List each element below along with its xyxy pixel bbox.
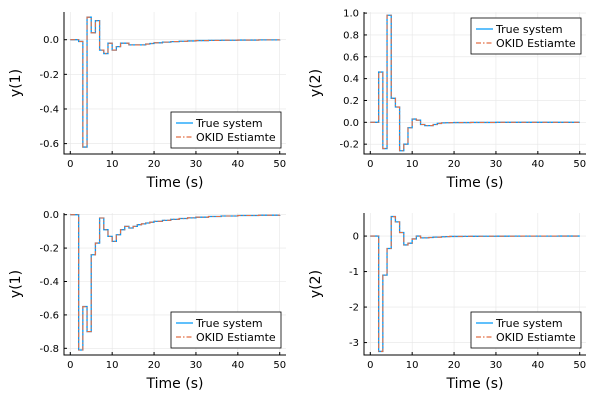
x-tick-label: 40 (231, 159, 244, 170)
y-axis-label: y(1) (8, 270, 24, 298)
series-line-okid-estimate (70, 214, 281, 351)
x-tick-label: 0 (67, 360, 73, 371)
x-tick-label: 0 (367, 159, 373, 170)
y-tick-label: -1 (349, 267, 359, 278)
y-tick-label: -0.4 (39, 104, 59, 115)
x-tick-label: 40 (531, 159, 544, 170)
legend-box (470, 311, 582, 349)
x-axis-label: Time (s) (446, 376, 504, 392)
x-tick-label: 0 (67, 159, 73, 170)
axis-spines (363, 213, 586, 356)
x-tick-label: 20 (148, 360, 161, 371)
legend-label: OKID Estiamte (496, 331, 576, 344)
x-tick-label: 20 (448, 159, 461, 170)
series-line-okid-estimate (370, 14, 580, 152)
x-tick-label: 10 (106, 360, 119, 371)
y-tick-label: 0.0 (343, 118, 359, 129)
y-tick-label: -2 (349, 303, 359, 314)
legend-label: True system (195, 117, 263, 130)
series-line-okid-estimate (70, 16, 281, 148)
subplot-top-left: 0 10 20 30 40 50 -0.6 -0.4 -0.2 0.0 Time (s) y(1) Tr… (8, 12, 286, 191)
y-tick-label: 0.6 (343, 52, 359, 63)
x-tick-label: 10 (406, 159, 419, 170)
legend-label: OKID Estiamte (496, 37, 576, 50)
x-tick-label: 30 (490, 360, 503, 371)
x-tick-label: 40 (531, 360, 544, 371)
subplot-bottom-left: 0 10 20 30 40 50 -0.8 -0.6 -0.4 -0.2 0.0 Time (s) y(… (8, 210, 286, 392)
y-tick-label: -0.4 (39, 277, 59, 288)
y-tick-label: 0.2 (343, 96, 359, 107)
legend-label: True system (495, 23, 563, 36)
legend-box (470, 17, 582, 55)
x-tick-label: 50 (573, 360, 586, 371)
y-tick-label: -3 (349, 338, 359, 349)
y-tick-label: 0.8 (343, 30, 359, 41)
x-tick-label: 30 (490, 159, 503, 170)
y-tick-label: -0.8 (39, 344, 59, 355)
y-tick-label: 0.0 (43, 210, 59, 221)
x-tick-label: 20 (148, 159, 161, 170)
legend-label: True system (195, 317, 263, 330)
x-axis-label: Time (s) (446, 175, 504, 191)
legend-label: True system (495, 317, 563, 330)
y-axis-label: y(2) (308, 69, 324, 97)
y-tick-label: -0.2 (339, 140, 359, 151)
y-tick-label: -0.2 (39, 70, 59, 81)
x-tick-label: 50 (273, 360, 286, 371)
x-tick-label: 30 (190, 159, 203, 170)
axis-spines (363, 12, 586, 155)
x-tick-label: 0 (367, 360, 373, 371)
y-tick-label: 0.0 (43, 35, 59, 46)
x-tick-label: 10 (106, 159, 119, 170)
legend-label: OKID Estiamte (196, 131, 276, 144)
x-tick-label: 50 (273, 159, 286, 170)
subplot-bottom-right: 0 10 20 30 40 50 -3 -2 -1 0 Time (s) y(2) True syste… (308, 213, 586, 392)
y-tick-label: 0 (353, 232, 359, 243)
x-tick-label: 30 (190, 360, 203, 371)
legend-box (170, 111, 282, 149)
legend-label: OKID Estiamte (196, 331, 276, 344)
series-line-okid-estimate (370, 216, 580, 352)
x-axis-label: Time (s) (146, 175, 204, 191)
y-tick-label: -0.6 (39, 310, 59, 321)
y-tick-label: -0.2 (39, 244, 59, 255)
y-tick-label: 1.0 (343, 9, 359, 20)
axis-spines (63, 213, 286, 356)
x-tick-label: 50 (573, 159, 586, 170)
legend-box (170, 311, 282, 349)
y-tick-label: 0.4 (343, 74, 359, 85)
y-tick-label: -0.6 (39, 139, 59, 150)
subplot-top-right: 0 10 20 30 40 50 -0.2 0.0 0.2 0.4 0.6 0.8 1.0 Time (s… (308, 9, 586, 191)
y-axis-label: y(2) (308, 270, 324, 298)
x-axis-label: Time (s) (146, 376, 204, 392)
x-tick-label: 40 (231, 360, 244, 371)
x-tick-label: 20 (448, 360, 461, 371)
axis-spines (63, 12, 286, 155)
x-tick-label: 10 (406, 360, 419, 371)
y-axis-label: y(1) (8, 69, 24, 97)
